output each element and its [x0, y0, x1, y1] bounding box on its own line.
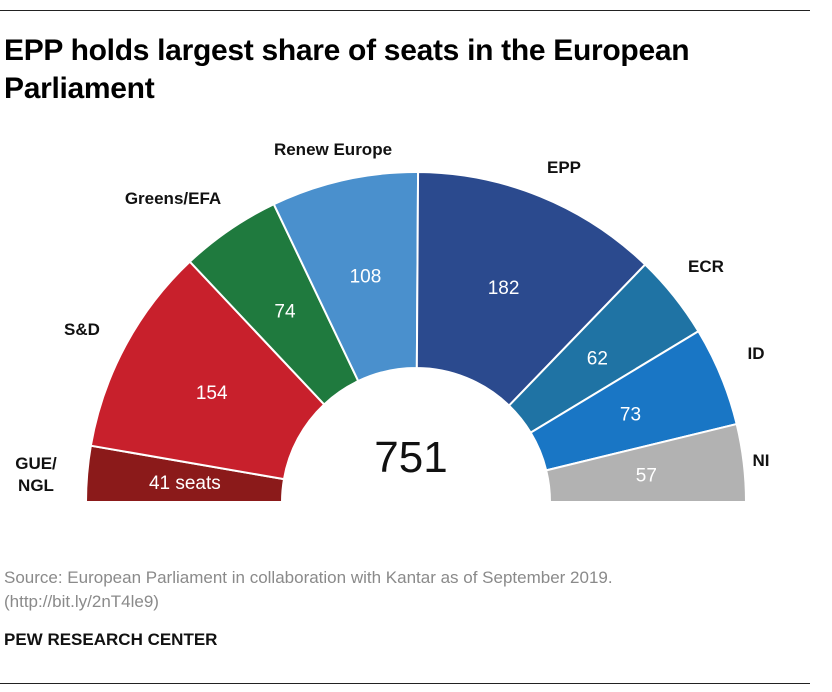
- segment-epp: [415, 170, 647, 407]
- value-label-ecr: 62: [587, 348, 608, 369]
- group-label-line: GUE/: [15, 454, 57, 473]
- group-label-line: S&D: [64, 320, 100, 339]
- seat-segments: [84, 170, 748, 503]
- group-label-line: NGL: [18, 476, 54, 495]
- group-label-line: Greens/EFA: [125, 189, 221, 208]
- group-label-ecr: ECR: [688, 257, 724, 276]
- group-label-gue-ngl: GUE/NGL: [15, 454, 57, 495]
- group-label-line: Renew Europe: [274, 140, 392, 159]
- segment-ni: [545, 422, 748, 503]
- source-line-1: Source: European Parliament in collabora…: [4, 568, 613, 587]
- brand-logo-text: PEW RESEARCH CENTER: [4, 630, 218, 649]
- value-label-ni: 57: [636, 465, 657, 486]
- top-rule: [0, 10, 810, 11]
- group-label-renew-europe: Renew Europe: [274, 140, 392, 159]
- source-line-2: (http://bit.ly/2nT4le9): [4, 592, 159, 611]
- group-label-s-d: S&D: [64, 320, 100, 339]
- group-label-line: ECR: [688, 257, 724, 276]
- parliament-chart: 41 seats 154 74 108 182 62 73 57 GUE/NGL S&D Gree…: [15, 140, 770, 503]
- group-label-line: ID: [748, 344, 765, 363]
- group-label-line: EPP: [547, 158, 581, 177]
- source-note: Source: European Parliament in collabora…: [4, 566, 804, 614]
- group-label-epp: EPP: [547, 158, 581, 177]
- total-seats-label: 751: [374, 433, 447, 482]
- group-label-greens-efa: Greens/EFA: [125, 189, 221, 208]
- value-label-s-d: 154: [196, 383, 228, 404]
- value-label-id: 73: [620, 405, 641, 426]
- group-label-id: ID: [748, 344, 765, 363]
- value-label-epp: 182: [488, 278, 520, 299]
- segment-s-d: [89, 260, 326, 481]
- bottom-rule: [0, 683, 810, 684]
- group-name-labels: GUE/NGL S&D Greens/EFA Renew Europe EPP ECR ID…: [15, 140, 769, 495]
- seat-value-labels: 41 seats 154 74 108 182 62 73 57: [149, 267, 657, 495]
- value-label-greens-efa: 74: [274, 302, 296, 323]
- chart-title: EPP holds largest share of seats in the …: [4, 34, 690, 105]
- group-label-line: NI: [753, 451, 770, 470]
- group-label-ni: NI: [753, 451, 770, 470]
- value-label-renew-europe: 108: [350, 267, 382, 288]
- value-label-gue-ngl: 41 seats: [149, 473, 221, 494]
